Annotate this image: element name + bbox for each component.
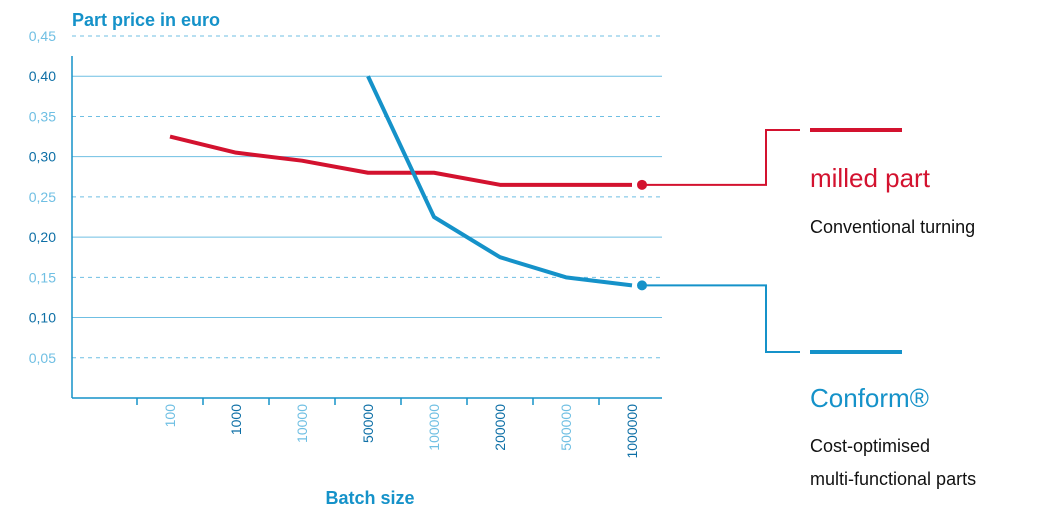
gridlines (72, 35, 662, 359)
y-tick-label: 0,05 (29, 350, 56, 366)
x-tick-label: 500000 (558, 404, 574, 451)
x-axis-label: Batch size (325, 488, 414, 508)
legend-desc-conform-line2: multi-functional parts (810, 469, 976, 489)
y-axis-ticks: 0,45 0,40 0,35 0,30 0,25 0,20 0,15 0,10 0,05 (29, 28, 56, 366)
legend-conform: Conform® Cost-optimised multi-functional… (810, 350, 976, 489)
y-tick-label: 0,40 (29, 68, 56, 84)
y-tick-label: 0,20 (29, 229, 56, 245)
series-line-milled (169, 134, 632, 187)
x-tick-label: 100 (162, 404, 178, 428)
y-tick-label: 0,45 (29, 28, 56, 44)
y-tick-label: 0,15 (29, 269, 56, 285)
x-tick-label: 100000 (426, 404, 442, 451)
connector-milled (642, 129, 800, 186)
x-tick-label: 1000000 (624, 404, 640, 459)
legend-desc-conform-line1: Cost-optimised (810, 436, 930, 456)
series-line-conform (366, 75, 633, 288)
legend-label-conform: Conform® (810, 383, 929, 413)
series-lines (169, 75, 647, 291)
legend-milled: milled part Conventional turning (810, 128, 975, 237)
y-tick-label: 0,30 (29, 149, 56, 165)
x-tick-label: 1000 (228, 404, 244, 435)
x-tick-label: 50000 (360, 404, 376, 443)
y-tick-label: 0,25 (29, 189, 56, 205)
legend-desc-milled: Conventional turning (810, 217, 975, 237)
x-tick-label: 200000 (492, 404, 508, 451)
x-axis-ticks: 100 1000 10000 50000 100000 200000 500000 10000… (136, 398, 640, 459)
x-tick-label: 10000 (294, 404, 310, 443)
axes (71, 56, 662, 399)
legend-label-milled: milled part (810, 163, 931, 193)
chart-title: Part price in euro (72, 10, 220, 30)
legend-connectors (642, 129, 800, 353)
connector-conform (642, 284, 800, 353)
y-tick-label: 0,35 (29, 108, 56, 124)
y-tick-label: 0,10 (29, 310, 56, 326)
